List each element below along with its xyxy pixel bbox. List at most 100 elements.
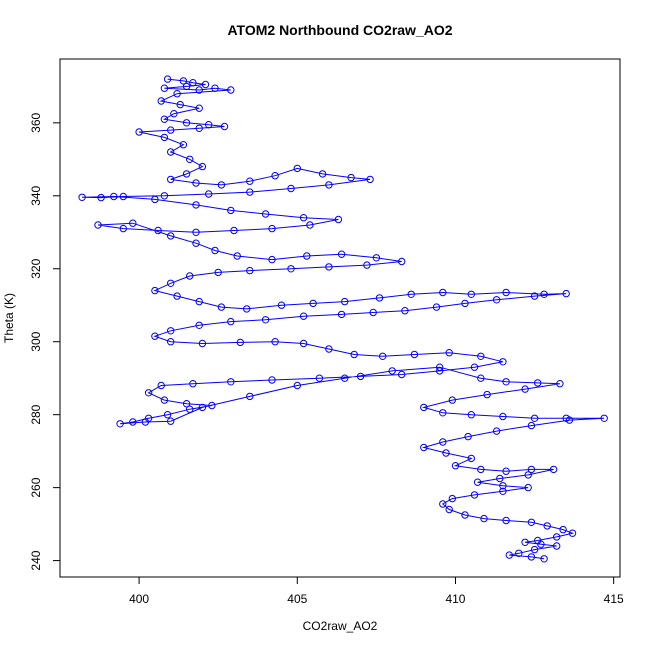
data-point [201,80,210,89]
x-tick-label: 405 [287,592,307,606]
data-point [151,332,159,340]
data-point [167,232,175,240]
data-point [350,350,358,359]
data-point [233,252,241,260]
data-point [227,86,235,94]
data-point [372,254,381,262]
y-tick-label: 240 [29,550,43,570]
data-point [442,449,450,457]
data-point [530,292,539,300]
data-point [303,252,311,260]
data-point [157,97,165,105]
x-axis-label: CO2raw_AO2 [303,619,378,633]
data-point [379,352,387,360]
data-point [439,500,447,508]
data-point [160,192,169,200]
data-point [549,465,558,474]
data-point [325,345,333,353]
data-point [211,84,219,92]
data-point [195,86,203,94]
data-point [521,385,529,393]
data-point [151,195,159,204]
data-point [198,162,207,171]
data-point [179,141,188,149]
data-point [167,417,175,425]
data-point [439,409,447,417]
data-point [337,310,346,319]
data-point [141,418,150,426]
data-point [461,299,469,308]
data-point [473,478,482,486]
data-point [499,482,507,490]
data-point [167,327,175,335]
data-point [480,514,488,523]
data-point [337,250,346,258]
data-point [530,545,539,554]
data-point [186,155,194,164]
data-point [198,403,207,412]
data-point [192,239,200,247]
data-point [432,303,441,311]
y-tick-label: 260 [29,477,43,497]
plot-frame [59,58,621,578]
data-point [163,411,172,419]
x-tick-label: 400 [129,592,149,606]
data-point [341,297,349,306]
data-point [227,317,235,326]
data-point [306,221,314,229]
data-point [217,181,226,189]
data-point [110,192,118,201]
data-point [195,297,203,306]
data-point [167,126,175,134]
data-point [116,420,124,428]
data-point [398,257,406,266]
data-point [499,487,507,495]
data-point [243,305,251,313]
data-point [477,352,485,360]
data-point [499,412,507,421]
data-point [160,396,169,404]
data-point [129,219,137,227]
data-point [211,246,219,255]
data-point [562,289,570,298]
series-points [78,75,608,563]
data-point [347,173,355,182]
data-point [527,518,536,526]
data-point [227,206,235,215]
data-point [268,376,276,384]
data-point [568,529,577,537]
data-point [182,119,191,127]
data-point [496,474,504,483]
data-point [448,494,456,503]
data-point [318,170,327,178]
data-point [492,427,501,435]
data-point [436,367,444,375]
data-point [499,358,507,366]
data-point [227,378,235,386]
data-point [205,190,213,198]
data-point [179,77,188,85]
data-point [461,511,469,519]
data-point [246,177,254,185]
data-point [176,100,184,109]
data-point [167,279,175,287]
data-point [527,465,536,474]
data-point [467,411,475,419]
data-point [186,405,194,413]
data-point [467,454,475,463]
data-point [195,124,203,133]
data-point [420,443,428,452]
data-point [160,115,169,123]
data-point [448,396,456,404]
data-point [268,224,276,233]
data-point [543,522,551,530]
y-tick-label: 320 [29,258,43,278]
data-point [445,349,453,357]
data-point [277,301,286,309]
data-point [293,164,301,173]
x-tick-label: 415 [604,592,624,606]
data-point [492,296,501,304]
data-point [160,133,169,142]
series-lines [82,78,605,560]
